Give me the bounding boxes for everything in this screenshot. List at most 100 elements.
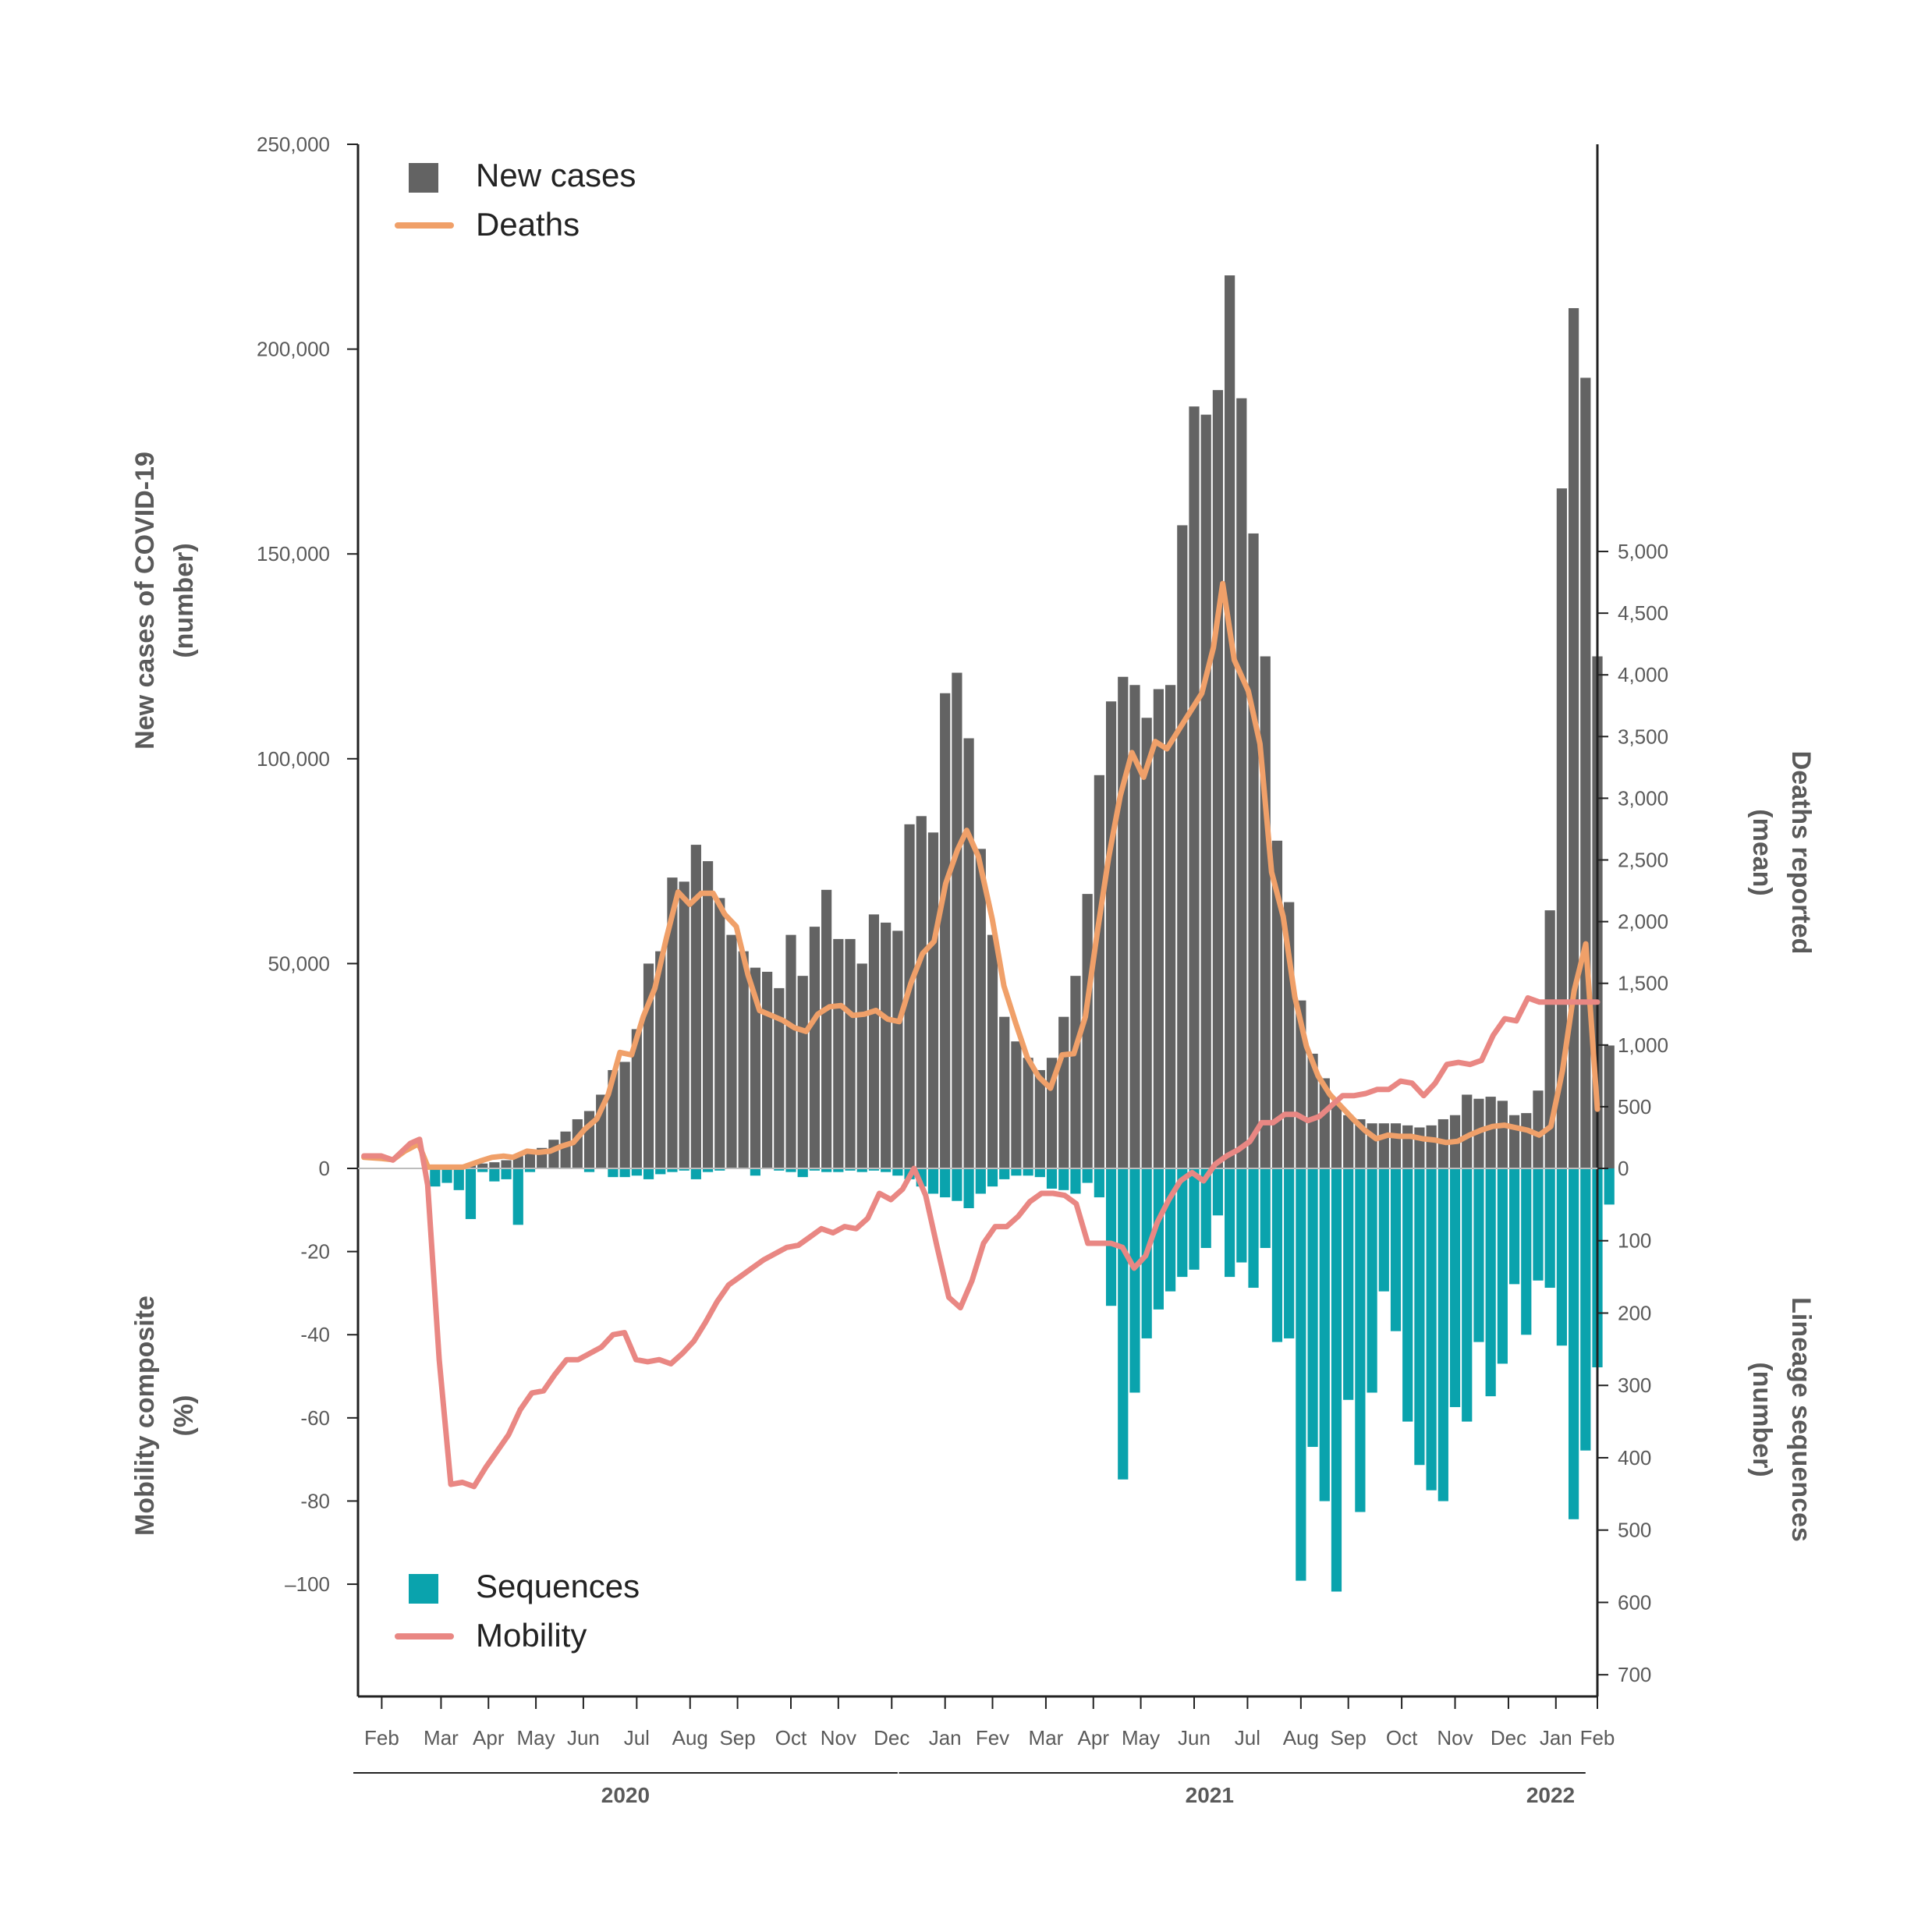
sequences-bar (1604, 1168, 1615, 1205)
right-top-tick-label: 4,000 (1618, 663, 1668, 686)
sequences-bar (881, 1168, 892, 1172)
sequences-bar (1225, 1168, 1235, 1278)
x-month-label: Jul (624, 1726, 650, 1749)
right-bottom-tick-label: 300 (1618, 1374, 1651, 1397)
sequences-bar (501, 1168, 512, 1179)
right-bottom-tick-label: 200 (1618, 1301, 1651, 1324)
axis-title-left-top: New cases of COVID-19 (number) (130, 452, 199, 750)
deaths-series-line (361, 580, 1601, 1170)
sequences-bar (927, 1168, 939, 1194)
right-bottom-tick-label: 700 (1618, 1663, 1651, 1686)
sequences-bar (892, 1168, 903, 1176)
left-bottom-tick-label: -80 (300, 1489, 330, 1512)
cases-bar (1200, 414, 1211, 1168)
sequences-bar (1271, 1168, 1283, 1342)
cases-bar (1165, 685, 1176, 1168)
sequences-bar (1343, 1168, 1354, 1400)
x-month-label: Jul (1235, 1726, 1260, 1749)
axes (356, 144, 1599, 1698)
axis-title-right-top: Deaths reported (mean) (1747, 751, 1816, 955)
sequences-bar (441, 1168, 452, 1183)
cases-bar (489, 1162, 500, 1168)
right-top-tick-label: 1,500 (1618, 972, 1668, 995)
cases-bar (1462, 1094, 1473, 1168)
sequences-bar (868, 1168, 880, 1171)
x-month-label: Jan (929, 1726, 962, 1749)
sequences-bar (1011, 1168, 1022, 1176)
left-bottom-tick-label: -60 (300, 1406, 330, 1430)
sequences-bar (1189, 1168, 1200, 1270)
sequences-bar (1034, 1168, 1045, 1178)
cases-bar (987, 934, 998, 1168)
cases-bar (560, 1131, 571, 1168)
cases-bar (1034, 1069, 1045, 1168)
cases-bar (1331, 1102, 1342, 1168)
left-bottom-title-line2: (%) (169, 1395, 199, 1437)
sequences-bar (1284, 1168, 1295, 1338)
cases-bar (762, 971, 773, 1168)
x-month-label: Nov (821, 1726, 856, 1749)
sequences-bar (1437, 1168, 1448, 1501)
sequences-bar (1449, 1168, 1461, 1408)
tick-labels: 0 50,000 100,000 150,000 200,000 250,000 -20 -4… (257, 133, 1668, 1686)
x-month-label: Feb (1580, 1726, 1615, 1749)
cases-bar (1402, 1125, 1413, 1168)
cases-bar (619, 1062, 630, 1168)
cases-bar (1094, 775, 1104, 1168)
cases-bar (821, 889, 832, 1168)
right-top-tick-label: 3,500 (1618, 725, 1668, 748)
left-top-tick-label: 200,000 (257, 338, 330, 361)
left-top-tick-label: 0 (319, 1157, 330, 1180)
x-month-label: Apr (1078, 1726, 1110, 1749)
sequences-bar (690, 1168, 701, 1179)
cases-bar (1556, 488, 1567, 1168)
right-top-tick-label: 0 (1618, 1157, 1629, 1180)
x-month-label: Feb (364, 1726, 399, 1749)
x-axis: Feb Mar Apr May Jun Jul Aug Sep Oct Nov Dec Jan Fev M… (353, 1696, 1615, 1807)
cases-bar (1378, 1123, 1389, 1168)
left-top-title-line2: (number) (169, 543, 199, 658)
x-month-label: Oct (1386, 1726, 1418, 1749)
sequences-bar (785, 1168, 796, 1172)
sequences-bar (583, 1168, 595, 1172)
cases-bar (512, 1156, 523, 1168)
axis-title-left-bottom: Mobility composite (%) (130, 1296, 199, 1536)
x-month-label: Jun (567, 1726, 600, 1749)
cases-bar (1248, 533, 1259, 1168)
cases-bar (690, 845, 701, 1168)
sequences-bar (643, 1168, 654, 1179)
cases-bar (1105, 701, 1117, 1168)
sequences-bar (1402, 1168, 1413, 1422)
x-month-label: Aug (672, 1726, 708, 1749)
sequences-bar (833, 1168, 844, 1172)
sequences-bar (1462, 1168, 1473, 1422)
cases-bar (1141, 718, 1152, 1168)
right-bottom-tick-label: 100 (1618, 1229, 1651, 1253)
x-month-label: Mar (424, 1726, 459, 1749)
sequences-bar (1390, 1168, 1402, 1331)
right-bottom-title-line2: (number) (1747, 1362, 1777, 1476)
cases-bar (868, 914, 880, 1168)
sequences-bar (1497, 1168, 1508, 1364)
cases-bar (1082, 894, 1093, 1168)
sequences-bar (489, 1168, 500, 1182)
cases-bar (1568, 308, 1579, 1169)
cases-bar (1070, 976, 1081, 1168)
sequences-bar (1023, 1168, 1033, 1176)
cases-bar (975, 849, 986, 1168)
cases-bar (1485, 1097, 1496, 1168)
x-month-label: Nov (1437, 1726, 1473, 1749)
cases-bar (881, 922, 892, 1168)
sequences-bar (1260, 1168, 1271, 1249)
cases-bar (714, 898, 725, 1168)
cases-bar (1319, 1078, 1330, 1168)
cases-bar (1058, 1016, 1069, 1168)
right-top-tick-label: 1,000 (1618, 1033, 1668, 1057)
cases-bar (1343, 1115, 1354, 1168)
line-series (361, 580, 1601, 1490)
x-month-label: Aug (1283, 1726, 1319, 1749)
sequences-bar (1307, 1168, 1318, 1448)
x-month-label: Sep (719, 1726, 755, 1749)
cases-bar (477, 1163, 488, 1168)
legend-top: New cases Deaths (395, 157, 636, 243)
